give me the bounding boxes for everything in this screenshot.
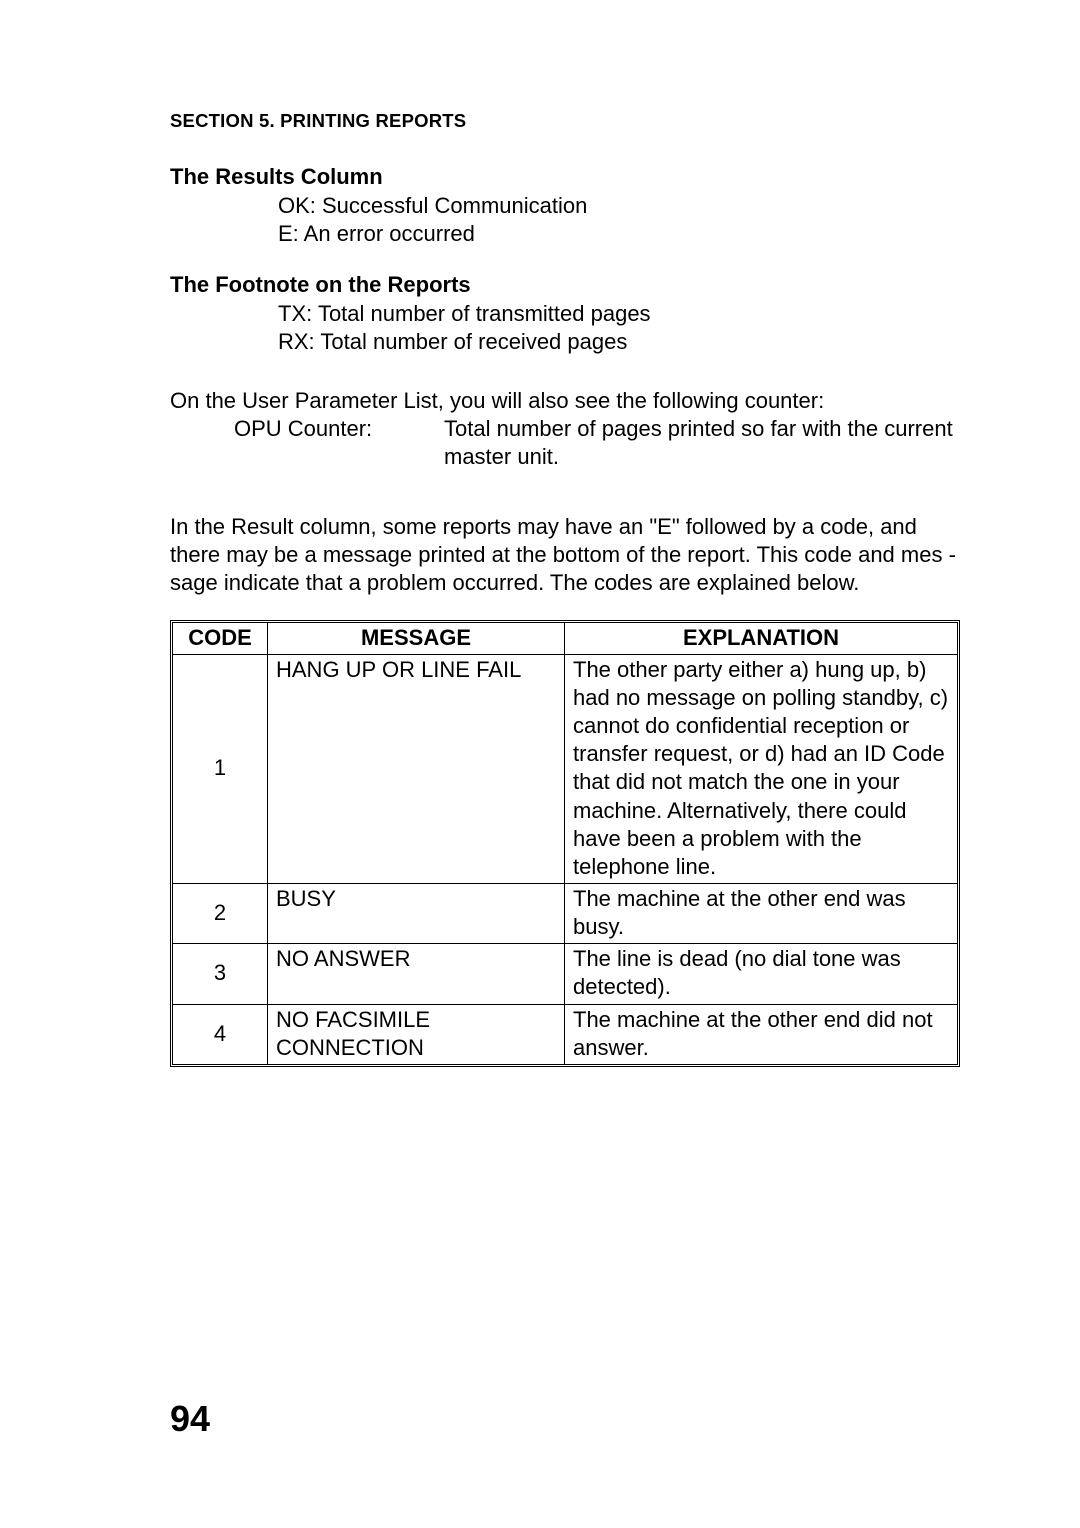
results-line-e: E: An error occurred	[170, 220, 960, 248]
footnote-block: The Footnote on the Reports TX: Total nu…	[170, 272, 960, 356]
cell-message: BUSY	[268, 883, 565, 943]
footnote-line-rx: RX: Total number of received pages	[170, 328, 960, 356]
cell-explanation: The machine at the other end was busy.	[565, 883, 958, 943]
opu-block: On the User Parameter List, you will als…	[170, 387, 960, 471]
footnote-line-tx: TX: Total number of transmitted pages	[170, 300, 960, 328]
cell-code: 2	[173, 883, 268, 943]
cell-explanation: The line is dead (no dial tone was detec…	[565, 944, 958, 1004]
cell-message: NO FACSIMILE CONNECTION	[268, 1004, 565, 1064]
th-message: MESSAGE	[268, 622, 565, 654]
table-row: 1 HANG UP OR LINE FAIL The other party e…	[173, 654, 958, 883]
section-header: SECTION 5. PRINTING REPORTS	[170, 110, 960, 132]
table-header-row: CODE MESSAGE EXPLANATION	[173, 622, 958, 654]
cell-code: 1	[173, 654, 268, 883]
table-row: 3 NO ANSWER The line is dead (no dial to…	[173, 944, 958, 1004]
cell-code: 4	[173, 1004, 268, 1064]
th-code: CODE	[173, 622, 268, 654]
codes-table-wrap: CODE MESSAGE EXPLANATION 1 HANG UP OR LI…	[170, 620, 960, 1067]
results-heading: The Results Column	[170, 164, 960, 190]
opu-label: OPU Counter:	[234, 415, 444, 471]
document-page: SECTION 5. PRINTING REPORTS The Results …	[0, 0, 1080, 1528]
th-explanation: EXPLANATION	[565, 622, 958, 654]
opu-desc: Total number of pages printed so far wit…	[444, 415, 960, 471]
page-number: 94	[170, 1398, 210, 1440]
cell-message: NO ANSWER	[268, 944, 565, 1004]
codes-table: CODE MESSAGE EXPLANATION 1 HANG UP OR LI…	[172, 622, 958, 1065]
results-column-block: The Results Column OK: Successful Commun…	[170, 164, 960, 248]
opu-intro: On the User Parameter List, you will als…	[170, 387, 960, 415]
cell-message: HANG UP OR LINE FAIL	[268, 654, 565, 883]
cell-explanation: The other party either a) hung up, b) ha…	[565, 654, 958, 883]
table-row: 4 NO FACSIMILE CONNECTION The machine at…	[173, 1004, 958, 1064]
table-row: 2 BUSY The machine at the other end was …	[173, 883, 958, 943]
results-line-ok: OK: Successful Communication	[170, 192, 960, 220]
cell-explanation: The machine at the other end did not ans…	[565, 1004, 958, 1064]
cell-code: 3	[173, 944, 268, 1004]
footnote-heading: The Footnote on the Reports	[170, 272, 960, 298]
explanation-paragraph: In the Result column, some reports may h…	[170, 513, 960, 597]
opu-row: OPU Counter: Total number of pages print…	[170, 415, 960, 471]
